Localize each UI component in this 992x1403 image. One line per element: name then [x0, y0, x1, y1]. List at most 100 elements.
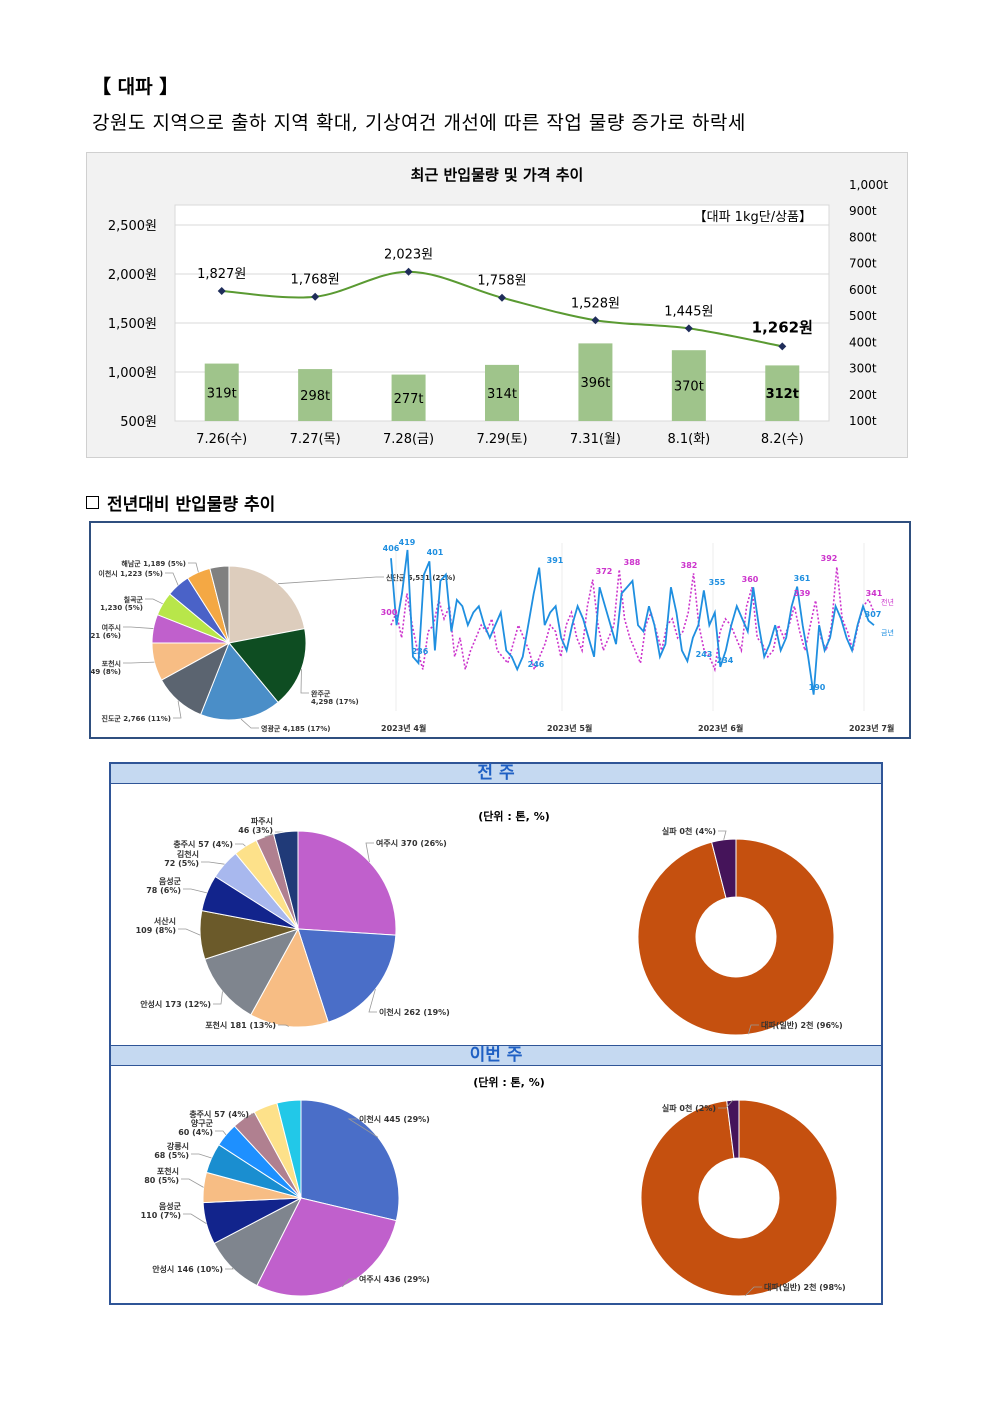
bar-label: 396t	[580, 376, 610, 391]
yoy-pie-label-line: 완주군	[311, 689, 331, 698]
price-label: 1,445원	[664, 304, 713, 319]
origin-panel-svg: (단위 : 톤, %) 여주시 370 (26%) 이천시 262 (19%) 포천시…	[136, 809, 846, 1297]
bar	[485, 364, 519, 421]
point-label: 401	[427, 548, 444, 557]
right-tick-label: 200t	[849, 388, 877, 402]
price-marker	[778, 342, 787, 351]
section2-heading: 전년대비 반입물량 추이	[86, 490, 275, 515]
yoy-panel-svg: 신안군 5,531 (22%) 완주군 4,298 (17%) 영광군 4,185 (…	[78, 538, 894, 733]
price-label: 1,827원	[197, 267, 246, 282]
yoy-pie-label: 여주시1,521 (6%)	[91, 623, 121, 640]
this-week-pie-leader	[191, 1153, 212, 1159]
right-tick-label: 400t	[849, 335, 877, 349]
point-label: 361	[794, 574, 811, 583]
price-label: 2,023원	[384, 248, 433, 263]
yoy-pie-label: 포천시2,049 (8%)	[91, 659, 121, 676]
bar	[391, 374, 426, 421]
price-marker	[591, 316, 600, 325]
right-tick-label: 900t	[849, 204, 877, 218]
this-week-pie-label-line: 강릉시	[167, 1141, 189, 1151]
x-tick-label: 7.28(금)	[383, 432, 434, 447]
point-label: 234	[717, 656, 734, 665]
yoy-pie-label: 완주군 4,298 (17%)	[311, 689, 359, 706]
prev-week-pie-label-line: 72 (5%)	[164, 859, 199, 868]
point-label: 372	[596, 567, 613, 576]
prev-week-pie-leader	[201, 861, 225, 865]
prev-week-pie-label: 충주시 57 (4%)	[173, 839, 233, 849]
right-tick-label: 100t	[849, 414, 877, 428]
bar-label: 370t	[674, 380, 704, 395]
point-label: 307	[865, 610, 882, 619]
prev-week-pie-slice	[250, 927, 329, 1028]
yoy-pie-leader	[173, 700, 182, 719]
this-week-pie-label-line: 80 (5%)	[144, 1176, 179, 1185]
this-week-donut-leader	[718, 1099, 734, 1109]
this-week-pie-slice	[276, 1099, 302, 1199]
yoy-pie-label-line: 칠곡군	[124, 595, 144, 604]
yoy-pie-leader	[123, 661, 155, 664]
yoy-pie-label-line: 2,049 (8%)	[91, 668, 121, 676]
bar-label: 319t	[207, 386, 237, 401]
x-tick-label: 2023년 4월	[381, 723, 426, 733]
yoy-pie-leader	[300, 669, 309, 694]
this-week-pie-label-line: 음성군	[159, 1201, 182, 1211]
unit-label: (단위 : 톤, %)	[478, 809, 550, 823]
this-week-pie-label-line: 60 (4%)	[178, 1128, 213, 1137]
x-tick-label: 7.29(토)	[476, 432, 527, 447]
this-week-donut-slice	[726, 1099, 740, 1159]
this-week-donut-slice	[640, 1099, 838, 1297]
right-tick-label: 1,000t	[849, 178, 888, 192]
point-label: 243	[696, 650, 713, 659]
x-tick-label: 7.31(월)	[570, 432, 621, 447]
point-label: 391	[547, 556, 564, 565]
this-week-pie-label-line: 포천시	[157, 1166, 179, 1176]
price-label: 1,528원	[571, 296, 620, 311]
prev-week-pie-label: 이천시 262 (19%)	[379, 1007, 450, 1017]
left-tick-label: 500원	[120, 415, 157, 430]
point-label: 246	[528, 660, 545, 669]
x-tick-label: 7.26(수)	[196, 432, 247, 447]
x-tick-label: 2023년 5월	[547, 723, 592, 733]
yoy-pie-leader	[123, 626, 154, 629]
yoy-pie-label-line: 4,298 (17%)	[311, 698, 359, 706]
yoy-pie-label-line: 1,230 (5%)	[100, 604, 143, 612]
this-week-pie-leader	[215, 1130, 227, 1136]
point-label: 388	[624, 558, 641, 567]
prev-week-pie-leader	[178, 928, 201, 936]
prev-week-donut-slice	[711, 838, 737, 899]
bar-label: 314t	[487, 387, 517, 402]
right-tick-label: 600t	[849, 283, 877, 297]
yoy-pie-label: 영광군 4,185 (17%)	[261, 724, 331, 733]
prev-week-pie-label-line: 78 (6%)	[146, 886, 181, 895]
prev-week-pie-slice	[297, 928, 397, 1023]
point-label: 341	[866, 589, 883, 598]
point-label: 300	[381, 608, 398, 617]
this-week-pie-label-line: 양구군	[191, 1118, 214, 1128]
price-label: 1,758원	[477, 274, 526, 289]
point-label: 355	[709, 578, 726, 587]
this-week-pie-label: 이천시 445 (29%)	[359, 1114, 430, 1124]
this-week-pie-leader	[183, 1213, 207, 1224]
prev-week-pie-label-line: 파주시	[251, 816, 273, 826]
this-week-pie-label: 충주시 57 (4%)	[189, 1109, 249, 1119]
this-week-pie-leader	[225, 1267, 234, 1270]
point-label: 406	[383, 544, 400, 553]
price-marker	[404, 267, 413, 276]
yoy-pie-label-line: 포천시	[102, 659, 121, 668]
prev-week-pie-label: 음성군 78 (6%)	[146, 876, 181, 895]
right-tick-label: 800t	[849, 230, 877, 244]
this-week-pie-leader	[342, 1278, 357, 1288]
yoy-pie-label-line: 1,521 (6%)	[91, 632, 121, 640]
point-label: 382	[681, 561, 698, 570]
yoy-series-line	[390, 549, 875, 695]
prev-week-pie-leader	[235, 843, 246, 847]
this-week-band: 이번 주	[111, 1045, 881, 1066]
checkbox-square-icon	[86, 496, 99, 509]
x-tick-label: 8.2(수)	[761, 432, 804, 447]
point-label: 190	[809, 683, 826, 692]
right-tick-label: 700t	[849, 257, 877, 271]
this-week-donut-label: 대파(일반) 2천 (98%)	[764, 1282, 846, 1292]
this-week-pie-label-line: 110 (7%)	[141, 1211, 181, 1220]
bar	[765, 365, 800, 421]
x-tick-label: 7.27(목)	[290, 432, 341, 447]
